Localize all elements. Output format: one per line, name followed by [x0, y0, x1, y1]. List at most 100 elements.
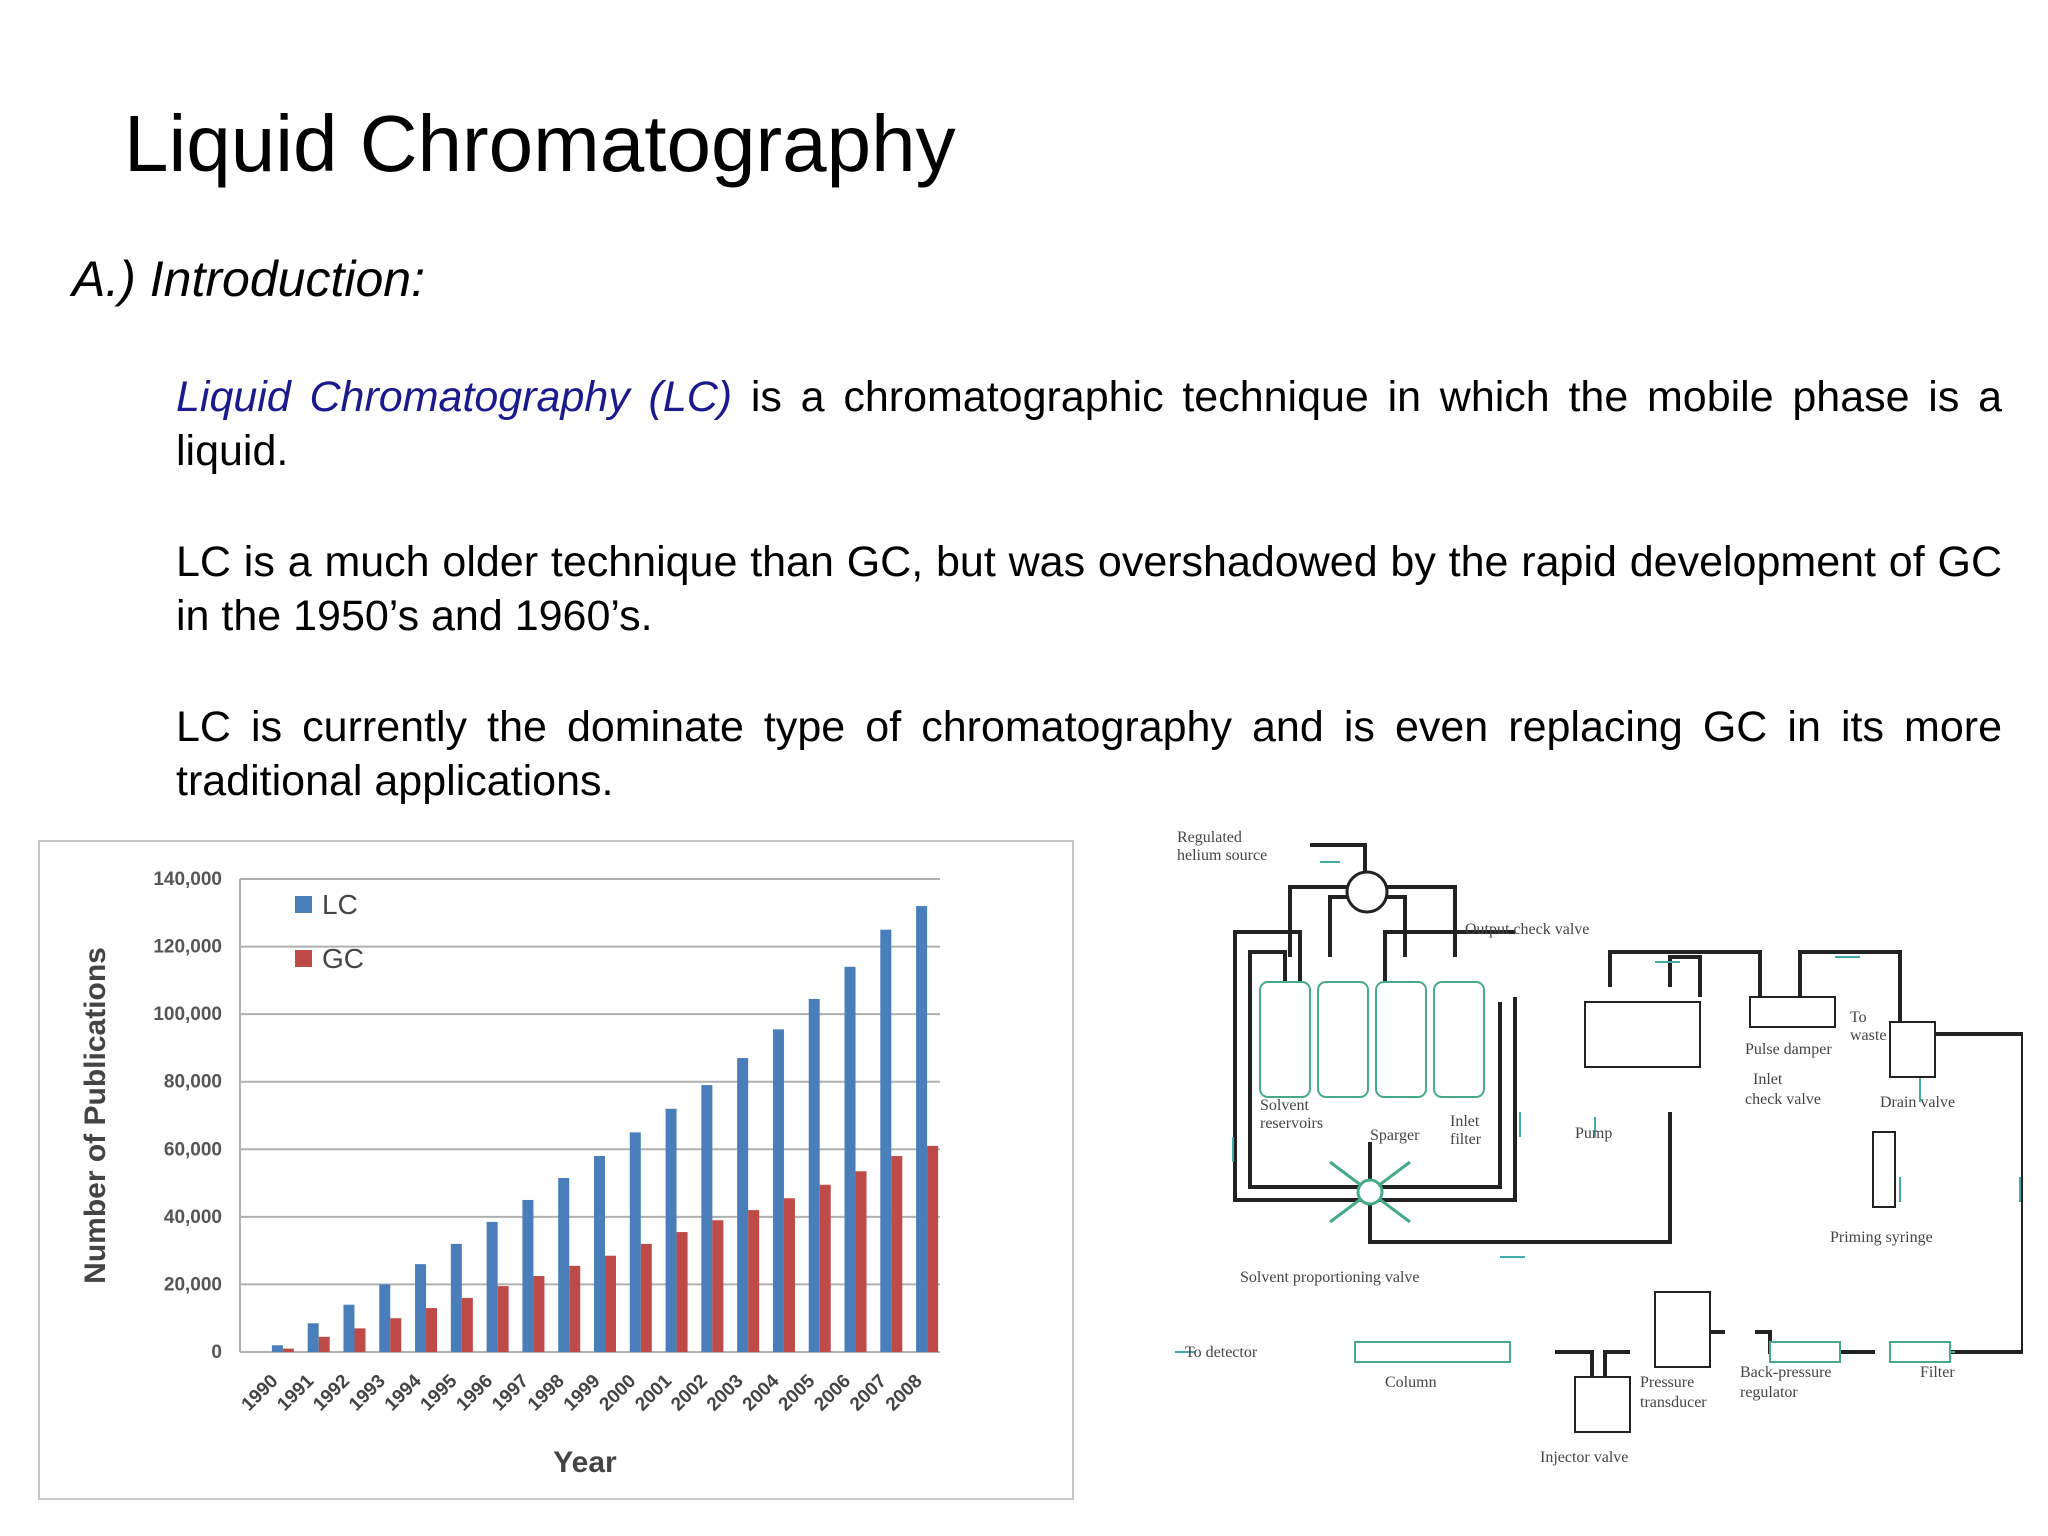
legend-label-lc: LC [322, 889, 358, 920]
x-tick-label: 2004 [739, 1370, 784, 1415]
y-tick-label: 20,000 [164, 1274, 222, 1295]
label-pressure-transducer-2: transducer [1640, 1394, 1707, 1411]
label-column: Column [1385, 1374, 1437, 1391]
bar-lc-2005 [808, 998, 820, 1352]
legend-swatch-lc [295, 896, 312, 913]
bar-lc-2007 [880, 929, 892, 1352]
lc-diagram-svg: Regulated helium source Output check val… [1175, 829, 2023, 1466]
bar-lc-1999 [594, 1156, 605, 1352]
proportioning-valve [1329, 1160, 1411, 1224]
bar-gc-2006 [855, 1171, 867, 1352]
label-filter: Filter [1920, 1364, 1955, 1381]
y-tick-label: 40,000 [164, 1207, 222, 1228]
bar-lc-2008 [916, 906, 928, 1352]
helium-splitter [1345, 870, 1389, 914]
pulse-damper [1749, 996, 1836, 1028]
x-tick-label: 1994 [381, 1370, 426, 1415]
label-inlet-filter-2: filter [1450, 1131, 1482, 1148]
paragraph-text: is a chromatographic technique in which … [176, 373, 2002, 475]
x-tick-label: 2002 [667, 1371, 712, 1416]
bar-gc-1999 [605, 1255, 616, 1352]
x-axis-title: Year [553, 1446, 617, 1479]
lc-instrument-diagram: Regulated helium source Output check val… [1155, 822, 2023, 1487]
bar-lc-1997 [522, 1199, 534, 1352]
drain-valve [1889, 1021, 1936, 1078]
y-tick-label: 120,000 [153, 937, 222, 958]
label-priming-syringe: Priming syringe [1830, 1229, 1933, 1246]
lc-term: Liquid Chromatography (LC) [176, 373, 733, 421]
bar-gc-2002 [712, 1220, 724, 1352]
bar-gc-2000 [640, 1243, 652, 1352]
x-tick-label: 2007 [846, 1371, 891, 1416]
bar-gc-2007 [891, 1156, 903, 1352]
solvent-bottle [1259, 981, 1311, 1098]
x-tick-label: 1990 [238, 1371, 283, 1416]
bar-lc-1995 [450, 1243, 462, 1352]
bar-gc-2005 [819, 1184, 831, 1352]
label-back-pressure-1: Back-pressure [1740, 1364, 1832, 1381]
label-inlet-check-valve-1: Inlet [1753, 1071, 1783, 1088]
legend-swatch-gc [295, 950, 312, 967]
x-tick-label: 2008 [882, 1371, 927, 1416]
bar-gc-2004 [783, 1198, 795, 1352]
bar-gc-1995 [461, 1297, 473, 1352]
label-output-check-valve: Output check valve [1465, 921, 1589, 938]
y-tick-label: 100,000 [153, 1004, 222, 1025]
bar-gc-1990 [282, 1348, 294, 1352]
section-heading: A.) Introduction: [72, 251, 425, 307]
bar-gc-2003 [748, 1210, 760, 1352]
x-tick-label: 1991 [273, 1370, 318, 1415]
bar-gc-2001 [676, 1232, 688, 1352]
solvent-bottle [1433, 981, 1485, 1098]
solvent-bottle [1375, 981, 1427, 1098]
publications-chart: 0 20,000 40,000 60,000 80,000 100,000 120,000 1… [38, 840, 1074, 1500]
bar-lc-1990 [271, 1345, 283, 1352]
legend-label-gc: GC [322, 943, 364, 974]
x-tick-label: 1998 [524, 1371, 569, 1416]
bar-lc-1993 [379, 1284, 391, 1352]
bar-lc-2006 [844, 966, 856, 1352]
y-tick-label: 60,000 [164, 1139, 222, 1160]
bar-gc-1996 [497, 1286, 509, 1352]
bar-gc-2008 [927, 1145, 939, 1352]
bar-lc-1998 [558, 1178, 570, 1352]
label-to-detector: To detector [1185, 1344, 1258, 1361]
bar-gc-1991 [318, 1336, 330, 1352]
bar-lc-2004 [772, 1029, 784, 1352]
y-tick-label: 140,000 [153, 869, 222, 890]
label-inlet-filter-1: Inlet [1450, 1113, 1480, 1130]
bar-gc-1993 [390, 1318, 402, 1352]
y-axis-title: Number of Publications [79, 947, 112, 1284]
bar-lc-2000 [629, 1132, 641, 1352]
x-tick-label: 2001 [631, 1370, 676, 1415]
solvent-bottle [1317, 981, 1369, 1098]
bar-lc-1994 [415, 1264, 427, 1352]
label-inlet-check-valve-2: check valve [1745, 1091, 1821, 1108]
bar-gc-1998 [569, 1265, 581, 1352]
paragraph-lc-current: LC is currently the dominate type of chr… [176, 703, 2002, 805]
label-to-waste-1: To [1850, 1009, 1867, 1026]
x-tick-label: 1992 [309, 1371, 354, 1416]
label-injector-valve: Injector valve [1540, 1449, 1628, 1466]
bar-lc-2001 [665, 1108, 677, 1352]
helium-line [1310, 843, 1367, 877]
column [1354, 1341, 1511, 1363]
label-helium-1: Regulated [1177, 829, 1242, 846]
label-to-waste-2: waste [1850, 1027, 1886, 1044]
label-sparger: Sparger [1370, 1127, 1420, 1144]
x-tick-label: 1996 [452, 1371, 497, 1416]
bar-lc-2002 [701, 1085, 713, 1352]
y-tick-label: 0 [211, 1342, 222, 1363]
x-tick-label: 1999 [560, 1371, 605, 1416]
pump-box [1584, 1001, 1701, 1068]
label-solvent-reservoirs-2: reservoirs [1260, 1115, 1323, 1132]
bar-lc-1996 [486, 1221, 498, 1352]
paragraph-lc-history: LC is a much older technique than GC, bu… [176, 538, 2002, 640]
bar-gc-1994 [426, 1308, 438, 1352]
label-drain-valve: Drain valve [1880, 1094, 1955, 1111]
label-pump: Pump [1575, 1125, 1612, 1142]
label-proportioning-valve: Solvent proportioning valve [1240, 1269, 1420, 1286]
label-helium-2: helium source [1177, 847, 1267, 864]
paragraph-lc-definition: Liquid Chromatography (LC) is a chromato… [176, 370, 2002, 478]
bar-lc-1991 [307, 1323, 319, 1352]
